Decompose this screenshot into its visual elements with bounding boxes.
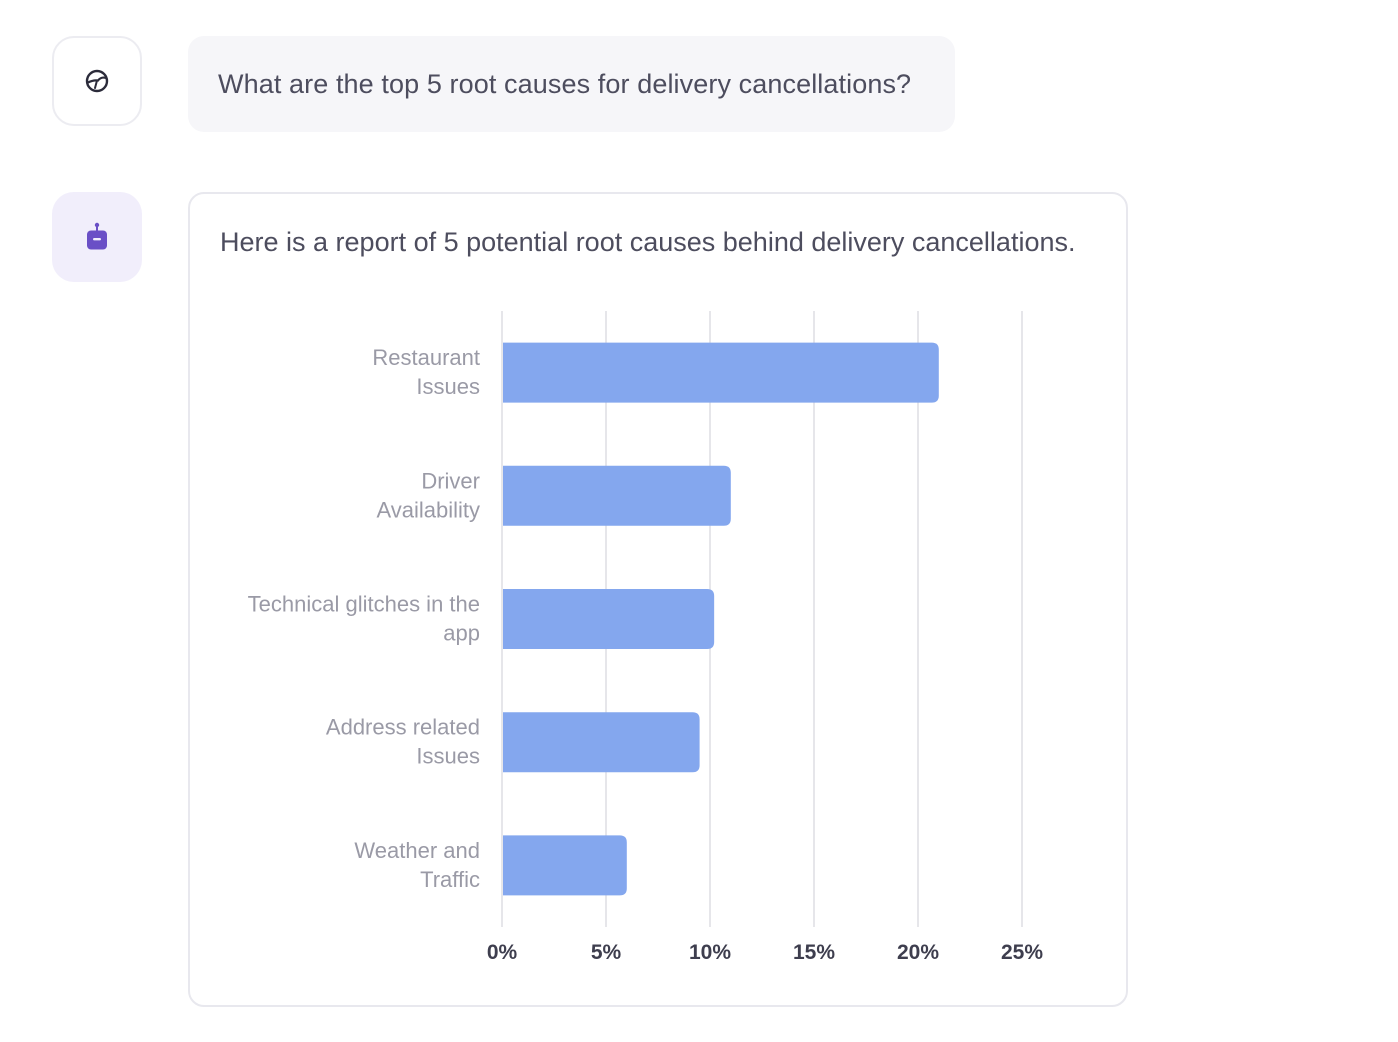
category-label: Address related — [326, 715, 480, 740]
brain-icon — [85, 69, 109, 93]
bot-message-bubble: Here is a report of 5 potential root cau… — [188, 192, 1128, 1007]
bar — [503, 835, 627, 896]
category-label: app — [443, 621, 480, 646]
x-tick-label: 5% — [591, 941, 622, 964]
category-label: Issues — [416, 744, 480, 769]
category-label: Availability — [376, 497, 480, 522]
user-message-text: What are the top 5 root causes for deliv… — [218, 68, 912, 99]
category-label: Driver — [421, 468, 480, 493]
category-label: Restaurant — [372, 345, 480, 370]
bar — [503, 712, 700, 773]
bot-message-text: Here is a report of 5 potential root cau… — [220, 227, 1076, 257]
bar — [503, 342, 939, 403]
x-tick-label: 0% — [487, 941, 518, 964]
category-label: Issues — [416, 374, 480, 399]
robot-icon — [87, 222, 107, 250]
bot-avatar — [52, 192, 142, 282]
bar — [503, 589, 715, 649]
user-message-bubble: What are the top 5 root causes for deliv… — [188, 36, 955, 132]
category-label: Traffic — [420, 867, 480, 892]
category-label: Weather and — [354, 838, 480, 863]
x-tick-label: 25% — [1001, 941, 1043, 964]
category-label: Technical glitches in the — [248, 592, 480, 617]
x-tick-label: 10% — [689, 941, 731, 964]
x-tick-label: 15% — [793, 941, 835, 964]
bar-chart: 0% 5% 10% 15% 20% 25% Restaurant Issues Driver Av… — [248, 311, 1043, 964]
bar — [503, 465, 731, 526]
user-avatar — [52, 36, 142, 126]
x-tick-label: 20% — [897, 941, 939, 964]
